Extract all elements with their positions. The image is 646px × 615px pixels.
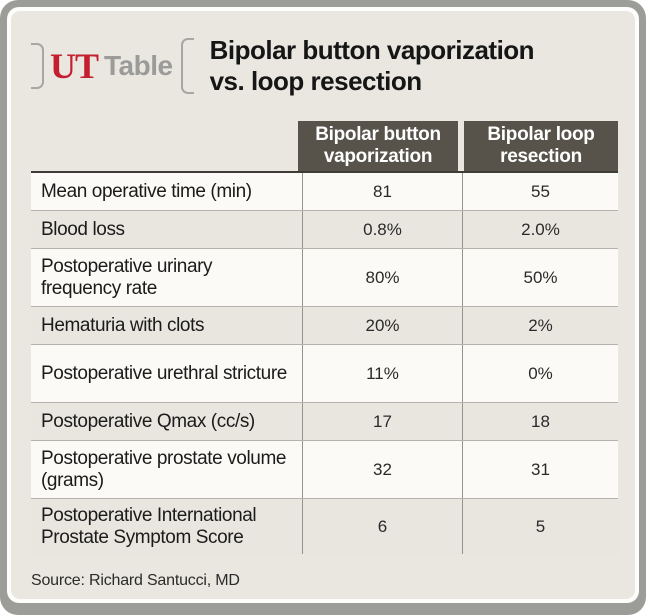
source-attribution: Source: Richard Santucci, MD: [31, 572, 240, 589]
row-value-vaporization: 32: [302, 441, 462, 498]
table-row: Blood loss 0.8% 2.0%: [31, 211, 618, 249]
table-header-row: Bipolar button vaporization Bipolar loop…: [31, 121, 618, 171]
page-title: Bipolar button vaporization vs. loop res…: [210, 35, 535, 97]
comparison-table: Bipolar button vaporization Bipolar loop…: [31, 121, 618, 554]
row-label: Postoperative prostate volume (grams): [41, 447, 287, 491]
row-value-vaporization: 0.8%: [302, 211, 462, 248]
left-bracket-icon: [31, 43, 44, 89]
card-inner-stroke: UT Table Bipolar button vaporization vs.…: [7, 7, 639, 603]
table-row: Hematuria with clots 20% 2%: [31, 307, 618, 345]
table-row: Postoperative International Prostate Sym…: [31, 499, 618, 554]
row-label: Postoperative urinary frequency rate: [41, 255, 213, 299]
masthead: UT Table Bipolar button vaporization vs.…: [31, 27, 616, 105]
header-spacer: [31, 121, 298, 171]
table-row: Mean operative time (min) 81 55: [31, 173, 618, 211]
row-value-resection: 18: [462, 403, 618, 440]
row-value-resection: 55: [462, 173, 618, 210]
row-value-resection: 2.0%: [462, 211, 618, 248]
row-value-resection: 31: [462, 441, 618, 498]
table-row: Postoperative urinary frequency rate 80%…: [31, 249, 618, 307]
brand-table: Table: [104, 50, 173, 81]
row-label: Mean operative time (min): [41, 180, 252, 202]
page-title-line1: Bipolar button vaporization: [209, 34, 535, 65]
column-header-loop-resection: Bipolar loop resection: [464, 121, 618, 171]
row-value-resection: 50%: [462, 249, 618, 306]
page-title-line2: vs. loop resection: [209, 66, 423, 96]
row-label: Postoperative Qmax (cc/s): [41, 410, 255, 432]
table-row: Postoperative Qmax (cc/s) 17 18: [31, 403, 618, 441]
row-label: Postoperative International Prostate Sym…: [41, 504, 257, 548]
row-value-vaporization: 17: [302, 403, 462, 440]
row-label: Postoperative urethral stricture: [41, 362, 287, 384]
card-background: UT Table Bipolar button vaporization vs.…: [11, 11, 635, 599]
row-value-resection: 0%: [462, 345, 618, 402]
row-value-resection: 5: [462, 499, 618, 554]
table-body: Mean operative time (min) 81 55 Blood lo…: [31, 171, 618, 554]
column-header-button-vaporization: Bipolar button vaporization: [298, 121, 458, 171]
row-label: Hematuria with clots: [41, 314, 205, 336]
row-value-vaporization: 80%: [302, 249, 462, 306]
right-bracket-icon: [180, 38, 194, 94]
table-row: Postoperative urethral stricture 11% 0%: [31, 345, 618, 403]
row-value-resection: 2%: [462, 307, 618, 344]
row-value-vaporization: 20%: [302, 307, 462, 344]
ut-table-logo: UT Table: [31, 38, 194, 94]
row-label: Blood loss: [41, 218, 125, 240]
row-value-vaporization: 6: [302, 499, 462, 554]
row-value-vaporization: 11%: [302, 345, 462, 402]
table-row: Postoperative prostate volume (grams) 32…: [31, 441, 618, 499]
row-value-vaporization: 81: [302, 173, 462, 210]
brand-ut: UT: [50, 46, 99, 86]
